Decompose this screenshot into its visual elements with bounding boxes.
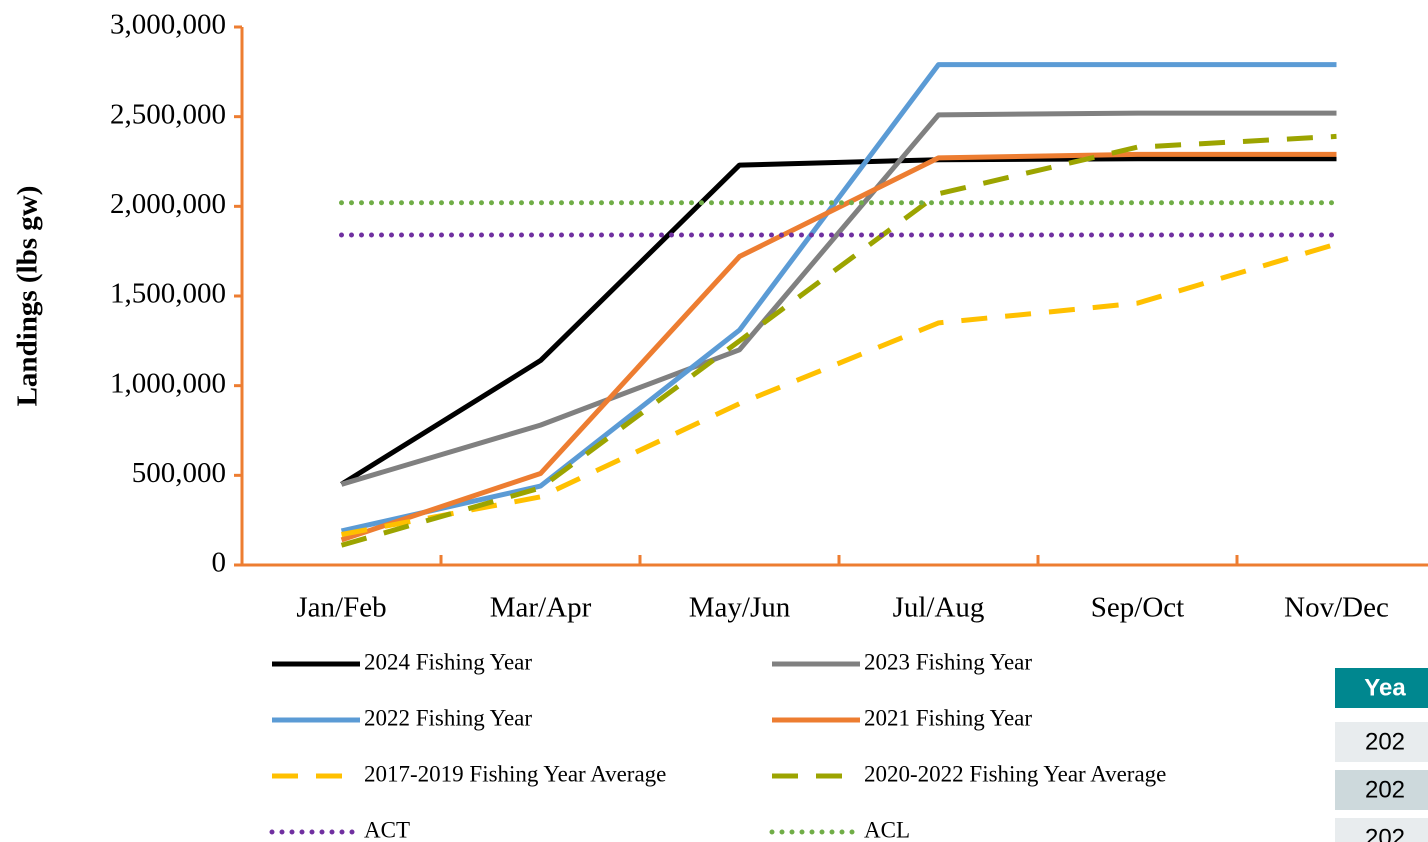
table-cell: 202 <box>1365 776 1405 803</box>
series-line <box>340 151 1337 543</box>
y-tick-label: 2,000,000 <box>110 188 226 220</box>
table-cell: 202 <box>1365 824 1405 842</box>
legend-label: 2020-2022 Fishing Year Average <box>864 761 1166 786</box>
series-line <box>340 133 1337 548</box>
legend-label: 2023 Fishing Year <box>864 649 1032 674</box>
legend-label: ACL <box>864 817 910 842</box>
x-tick-label: Sep/Oct <box>1091 592 1184 624</box>
legend-label: 2017-2019 Fishing Year Average <box>364 761 666 786</box>
table-row <box>1335 770 1428 810</box>
x-tick-label: Jul/Aug <box>893 592 985 624</box>
series-line <box>340 110 1337 487</box>
series-line <box>341 241 1338 537</box>
table-header-cell <box>1335 668 1428 708</box>
x-tick-label: May/Jun <box>689 592 791 624</box>
y-tick-label: 3,000,000 <box>110 9 226 41</box>
y-tick-label: 1,500,000 <box>110 278 226 310</box>
table-cell: 202 <box>1365 728 1405 755</box>
legend-label: ACT <box>364 817 410 842</box>
legend-label: 2024 Fishing Year <box>364 649 532 674</box>
table-row <box>1335 722 1428 762</box>
table-row <box>1335 818 1428 842</box>
y-tick-label: 0 <box>212 547 227 579</box>
x-tick-label: Jan/Feb <box>296 592 386 624</box>
series-line <box>340 62 1337 534</box>
y-tick-label: 2,500,000 <box>110 98 226 130</box>
x-tick-label: Mar/Apr <box>490 592 592 624</box>
table-header-text: Yea <box>1364 674 1406 701</box>
legend-label: 2021 Fishing Year <box>864 705 1032 730</box>
y-tick-label: 500,000 <box>132 457 226 489</box>
x-tick-label: Nov/Dec <box>1284 592 1389 624</box>
legend-label: 2022 Fishing Year <box>364 705 532 730</box>
y-tick-label: 1,000,000 <box>110 367 226 399</box>
y-axis-title: Landings (lbs gw) <box>12 186 44 407</box>
series-line <box>340 156 1337 487</box>
